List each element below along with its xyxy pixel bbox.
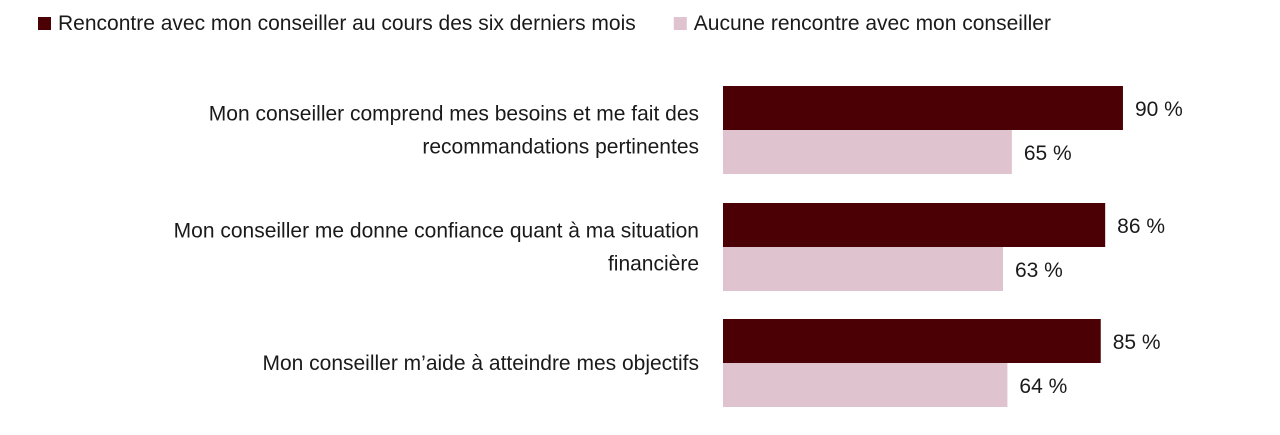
data-label-0-1: 65 %: [1024, 142, 1072, 165]
category-label-1-0: Mon conseiller me donne confiance quant …: [174, 220, 699, 243]
data-label-2-1: 64 %: [1019, 375, 1067, 398]
bar-2-0: [723, 319, 1101, 363]
bar-1-1: [723, 247, 1003, 291]
category-label-1-1: financière: [608, 253, 699, 276]
legend-label-0: Rencontre avec mon conseiller au cours d…: [58, 12, 636, 35]
data-label-0-0: 90 %: [1135, 98, 1183, 121]
data-label-1-1: 63 %: [1015, 259, 1063, 282]
category-label-0-0: Mon conseiller comprend mes besoins et m…: [209, 103, 699, 126]
data-label-1-0: 86 %: [1117, 215, 1165, 238]
category-label-0-1: recommandations pertinentes: [422, 136, 699, 159]
bar-0-1: [723, 130, 1012, 174]
bar-2-1: [723, 363, 1008, 407]
legend-label-1: Aucune rencontre avec mon conseiller: [694, 12, 1051, 35]
bar-0-0: [723, 86, 1123, 130]
data-label-2-0: 85 %: [1113, 331, 1161, 354]
legend-swatch-0: [38, 17, 51, 30]
legend-swatch-1: [673, 17, 687, 30]
category-label-2-0: Mon conseiller m’aide à atteindre mes ob…: [262, 352, 699, 375]
bar-1-0: [723, 203, 1106, 247]
